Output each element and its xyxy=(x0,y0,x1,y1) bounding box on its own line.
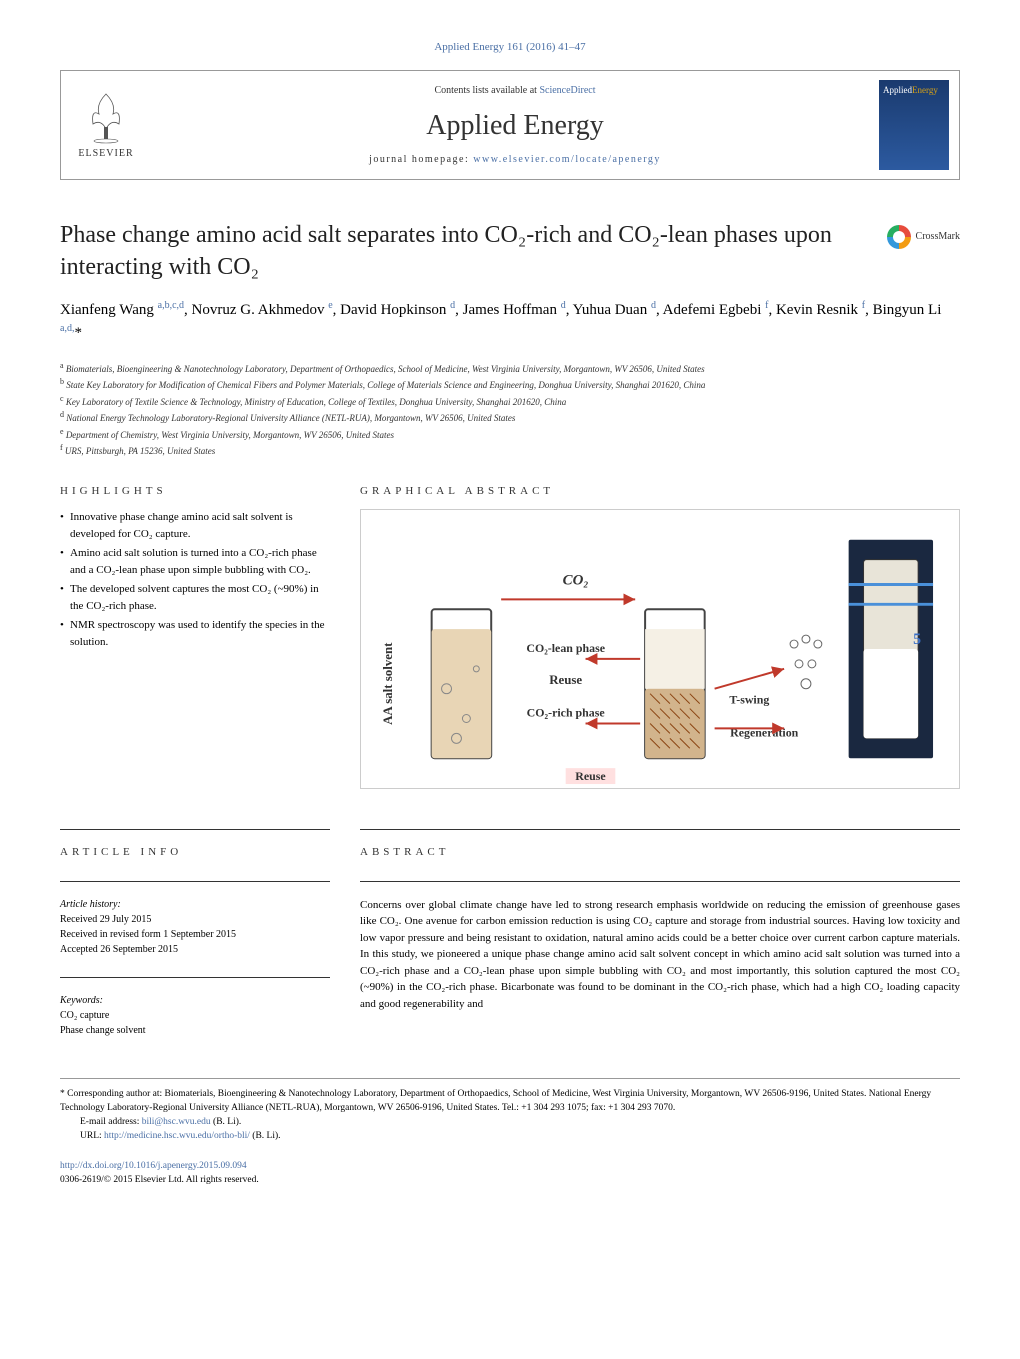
affiliation-item: e Department of Chemistry, West Virginia… xyxy=(60,426,960,443)
svg-text:CO₂: CO₂ xyxy=(563,573,589,589)
divider xyxy=(360,829,960,830)
crossmark-icon xyxy=(887,225,911,249)
keywords-section: Keywords: CO₂ capturePhase change solven… xyxy=(60,993,330,1038)
url-label: URL: xyxy=(80,1131,104,1141)
affiliation-item: c Key Laboratory of Textile Science & Te… xyxy=(60,393,960,410)
copyright-text: 0306-2619/© 2015 Elsevier Ltd. All right… xyxy=(60,1175,259,1185)
email-suffix: (B. Li). xyxy=(211,1117,242,1127)
article-info-column: ARTICLE INFO Article history: Received 2… xyxy=(60,809,330,1037)
email-link[interactable]: bili@hsc.wvu.edu xyxy=(142,1117,211,1127)
cover-applied: Applied xyxy=(883,85,912,95)
svg-text:Reuse: Reuse xyxy=(549,673,582,687)
corr-text: Corresponding author at: Biomaterials, B… xyxy=(60,1089,931,1113)
highlights-heading: HIGHLIGHTS xyxy=(60,484,330,499)
affiliation-item: b State Key Laboratory for Modification … xyxy=(60,376,960,393)
abstract-heading: ABSTRACT xyxy=(360,845,960,860)
crossmark-badge[interactable]: CrossMark xyxy=(887,225,960,249)
divider xyxy=(60,829,330,830)
svg-text:Reuse: Reuse xyxy=(575,769,605,783)
abstract-column: ABSTRACT Concerns over global climate ch… xyxy=(360,809,960,1037)
title-row: Phase change amino acid salt separates i… xyxy=(60,220,960,282)
corresponding-author-footnote: * Corresponding author at: Biomaterials,… xyxy=(60,1087,960,1116)
homepage-prefix: journal homepage: xyxy=(369,154,473,165)
divider xyxy=(60,881,330,882)
svg-text:AA salt solvent: AA salt solvent xyxy=(381,642,395,725)
graphical-column: GRAPHICAL ABSTRACT AA salt solvent CO₂ xyxy=(360,484,960,789)
email-label: E-mail address: xyxy=(80,1117,142,1127)
footnote-divider xyxy=(60,1078,960,1079)
header-center: Contents lists available at ScienceDirec… xyxy=(151,84,879,167)
highlights-graphical-row: HIGHLIGHTS Innovative phase change amino… xyxy=(60,484,960,789)
journal-homepage: journal homepage: www.elsevier.com/locat… xyxy=(151,153,879,167)
url-suffix: (B. Li). xyxy=(250,1131,281,1141)
svg-text:5: 5 xyxy=(913,631,921,648)
history-label: Article history: xyxy=(60,897,330,912)
highlight-item: Amino acid salt solution is turned into … xyxy=(60,545,330,578)
elsevier-logo[interactable]: ELSEVIER xyxy=(61,71,151,179)
highlight-item: Innovative phase change amino acid salt … xyxy=(60,509,330,542)
graphical-abstract: AA salt solvent CO₂ xyxy=(360,509,960,789)
cover-title: AppliedEnergy xyxy=(883,84,945,97)
sciencedirect-link[interactable]: ScienceDirect xyxy=(539,85,595,96)
highlights-list: Innovative phase change amino acid salt … xyxy=(60,509,330,650)
cover-energy: Energy xyxy=(912,85,938,95)
elsevier-tree-icon xyxy=(81,89,131,144)
keyword-item: CO₂ capture xyxy=(60,1008,330,1023)
highlights-column: HIGHLIGHTS Innovative phase change amino… xyxy=(60,484,330,789)
email-footnote: E-mail address: bili@hsc.wvu.edu (B. Li)… xyxy=(60,1115,960,1129)
keywords-label: Keywords: xyxy=(60,993,330,1008)
revised-date: Received in revised form 1 September 201… xyxy=(60,927,330,942)
homepage-link[interactable]: www.elsevier.com/locate/apenergy xyxy=(473,154,661,165)
article-info: Article history: Received 29 July 2015 R… xyxy=(60,897,330,1038)
contents-available: Contents lists available at ScienceDirec… xyxy=(151,84,879,98)
divider xyxy=(60,977,330,978)
affiliation-item: a Biomaterials, Bioengineering & Nanotec… xyxy=(60,360,960,377)
svg-text:CO₂-lean phase: CO₂-lean phase xyxy=(526,641,605,655)
affiliation-item: d National Energy Technology Laboratory-… xyxy=(60,409,960,426)
elsevier-text: ELSEVIER xyxy=(78,147,133,161)
svg-text:CO₂-rich phase: CO₂-rich phase xyxy=(527,706,605,720)
url-link[interactable]: http://medicine.hsc.wvu.edu/ortho-bli/ xyxy=(104,1131,250,1141)
graphical-abstract-svg: AA salt solvent CO₂ xyxy=(361,510,959,788)
highlight-item: NMR spectroscopy was used to identify th… xyxy=(60,617,330,650)
accepted-date: Accepted 26 September 2015 xyxy=(60,942,330,957)
article-info-heading: ARTICLE INFO xyxy=(60,845,330,860)
highlight-item: The developed solvent captures the most … xyxy=(60,581,330,614)
abstract-text: Concerns over global climate change have… xyxy=(360,897,960,1013)
received-date: Received 29 July 2015 xyxy=(60,912,330,927)
journal-reference: Applied Energy 161 (2016) 41–47 xyxy=(60,40,960,55)
affiliations-list: a Biomaterials, Bioengineering & Nanotec… xyxy=(60,360,960,459)
graphical-heading: GRAPHICAL ABSTRACT xyxy=(360,484,960,499)
journal-cover: AppliedEnergy xyxy=(879,80,949,170)
contents-prefix: Contents lists available at xyxy=(434,85,539,96)
svg-text:T-swing: T-swing xyxy=(729,693,769,707)
crossmark-text: CrossMark xyxy=(916,230,960,244)
doi-link[interactable]: http://dx.doi.org/10.1016/j.apenergy.201… xyxy=(60,1161,247,1171)
journal-header: ELSEVIER Contents lists available at Sci… xyxy=(60,70,960,180)
affiliation-item: f URS, Pittsburgh, PA 15236, United Stat… xyxy=(60,442,960,459)
info-abstract-row: ARTICLE INFO Article history: Received 2… xyxy=(60,809,960,1037)
article-title: Phase change amino acid salt separates i… xyxy=(60,220,867,282)
journal-name: Applied Energy xyxy=(151,106,879,145)
keywords-list: CO₂ capturePhase change solvent xyxy=(60,1008,330,1038)
keyword-item: Phase change solvent xyxy=(60,1023,330,1038)
authors-list: Xianfeng Wang a,b,c,d, Novruz G. Akhmedo… xyxy=(60,298,960,345)
doi-section: http://dx.doi.org/10.1016/j.apenergy.201… xyxy=(60,1159,960,1188)
corr-symbol: * xyxy=(60,1089,65,1099)
url-footnote: URL: http://medicine.hsc.wvu.edu/ortho-b… xyxy=(60,1129,960,1143)
divider xyxy=(360,881,960,882)
